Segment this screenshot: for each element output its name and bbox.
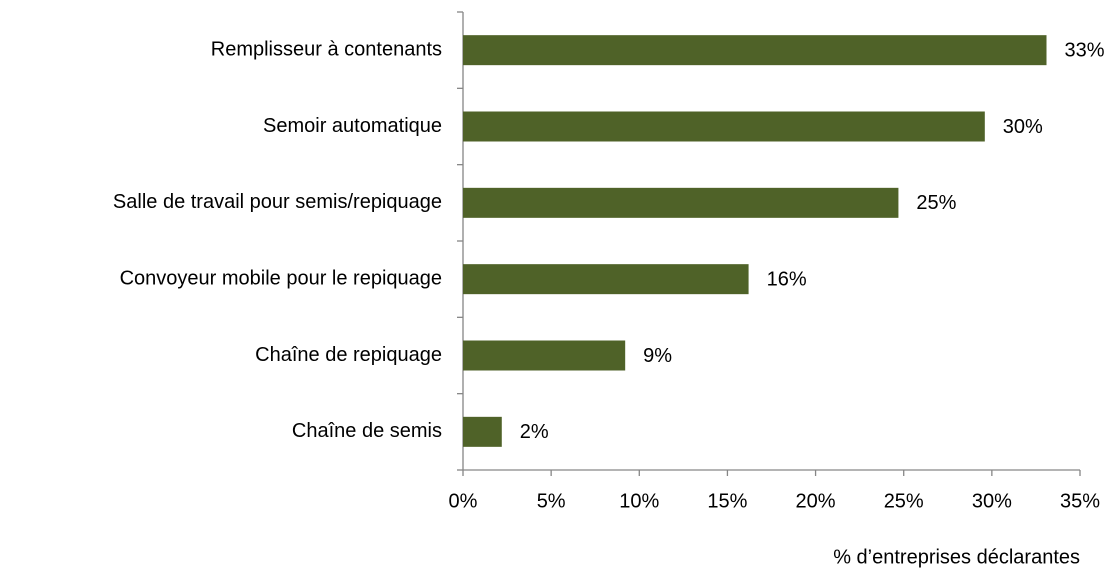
bar: [463, 264, 749, 295]
x-tick-label: 0%: [449, 490, 478, 512]
value-label: 25%: [916, 192, 956, 214]
bar: [463, 416, 502, 447]
y-tick-label: Chaîne de semis: [292, 420, 442, 442]
bar: [463, 187, 899, 218]
y-tick-label: Chaîne de repiquage: [255, 344, 442, 366]
y-tick-label: Remplisseur à contenants: [211, 38, 442, 60]
value-label: 9%: [643, 345, 672, 367]
x-tick-label: 35%: [1060, 490, 1100, 512]
value-label: 2%: [520, 421, 549, 443]
y-tick-label: Semoir automatique: [263, 115, 442, 137]
y-tick-label: Salle de travail pour semis/repiquage: [113, 191, 442, 213]
value-label: 33%: [1065, 39, 1105, 61]
bar: [463, 35, 1047, 66]
y-tick-label: Convoyeur mobile pour le repiquage: [120, 267, 442, 289]
x-tick-label: 20%: [796, 490, 836, 512]
x-tick-label: 25%: [884, 490, 924, 512]
bar: [463, 340, 626, 371]
value-label: 16%: [767, 268, 807, 290]
x-tick-label: 5%: [537, 490, 566, 512]
x-tick-label: 15%: [707, 490, 747, 512]
x-tick-label: 10%: [619, 490, 659, 512]
value-label: 30%: [1003, 116, 1043, 138]
x-tick-label: 30%: [972, 490, 1012, 512]
x-axis-title: % d’entreprises déclarantes: [833, 546, 1080, 568]
bar: [463, 111, 985, 142]
